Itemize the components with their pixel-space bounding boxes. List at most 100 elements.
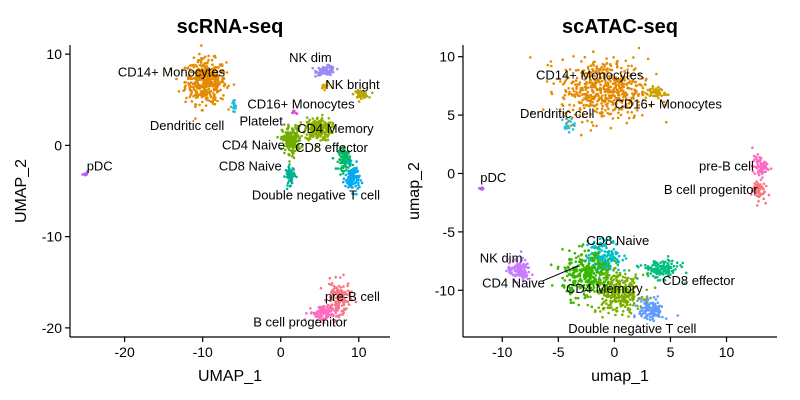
data-point bbox=[609, 64, 613, 68]
data-point bbox=[311, 130, 314, 133]
data-point bbox=[291, 154, 294, 158]
data-point bbox=[606, 111, 609, 115]
data-point bbox=[763, 165, 767, 168]
data-point bbox=[510, 271, 513, 274]
data-point bbox=[200, 44, 203, 47]
data-point bbox=[609, 254, 612, 257]
data-point bbox=[194, 75, 198, 78]
data-point bbox=[669, 266, 673, 270]
data-point bbox=[598, 111, 602, 115]
cluster-cd14-monocytes-points bbox=[529, 46, 668, 137]
data-point bbox=[353, 181, 357, 185]
data-point bbox=[522, 271, 525, 275]
data-point bbox=[759, 178, 763, 182]
data-point bbox=[613, 98, 616, 102]
data-point bbox=[670, 262, 673, 266]
data-point bbox=[624, 286, 627, 289]
data-point bbox=[195, 80, 199, 83]
data-point bbox=[578, 108, 582, 111]
data-point bbox=[578, 113, 581, 117]
data-point bbox=[357, 181, 360, 184]
data-point bbox=[325, 69, 329, 72]
data-point bbox=[319, 129, 322, 132]
data-point bbox=[672, 264, 676, 268]
data-point bbox=[586, 75, 589, 78]
data-point bbox=[600, 262, 604, 266]
data-point bbox=[332, 125, 336, 128]
data-point bbox=[574, 83, 577, 86]
data-point bbox=[578, 260, 581, 264]
data-point bbox=[608, 68, 612, 71]
data-point bbox=[602, 261, 605, 264]
cluster-label-cd8-naive: CD8 Naive bbox=[586, 233, 649, 248]
data-point bbox=[370, 91, 374, 95]
data-point bbox=[222, 70, 226, 74]
data-point bbox=[200, 95, 204, 99]
data-point bbox=[589, 64, 593, 67]
y-tick-label: 0 bbox=[447, 165, 455, 181]
data-point bbox=[368, 96, 371, 99]
data-point bbox=[577, 94, 580, 97]
data-point bbox=[332, 284, 336, 288]
y-tick-label: -10 bbox=[435, 282, 455, 298]
data-point bbox=[607, 94, 611, 97]
data-point bbox=[594, 309, 597, 313]
data-point bbox=[605, 285, 608, 289]
data-point bbox=[193, 94, 196, 97]
data-point bbox=[646, 274, 650, 278]
data-point bbox=[286, 176, 290, 179]
data-point bbox=[348, 180, 352, 183]
cluster-nk-dim-points bbox=[311, 63, 339, 78]
data-point bbox=[194, 117, 197, 120]
data-point bbox=[196, 60, 200, 64]
data-point bbox=[328, 127, 332, 131]
data-point bbox=[612, 90, 616, 94]
data-point bbox=[351, 92, 355, 96]
data-point bbox=[762, 162, 765, 166]
data-point bbox=[194, 91, 198, 94]
data-point bbox=[583, 296, 587, 300]
data-point bbox=[641, 306, 645, 310]
data-point bbox=[628, 80, 632, 83]
data-point bbox=[630, 64, 633, 68]
data-point bbox=[286, 133, 290, 136]
data-point bbox=[233, 107, 237, 110]
data-point bbox=[344, 173, 348, 177]
data-point bbox=[316, 136, 319, 140]
data-point bbox=[652, 311, 656, 315]
data-point bbox=[319, 70, 323, 73]
data-point bbox=[582, 266, 586, 269]
data-point bbox=[596, 251, 600, 254]
data-point bbox=[331, 296, 335, 300]
data-point bbox=[589, 295, 592, 299]
data-point bbox=[281, 130, 285, 133]
data-point bbox=[568, 278, 572, 282]
data-point bbox=[511, 259, 515, 263]
data-point bbox=[662, 100, 666, 104]
data-point bbox=[620, 279, 624, 282]
data-point bbox=[585, 266, 588, 270]
cluster-label-nk-bright: NK bright bbox=[325, 77, 380, 92]
data-point bbox=[597, 265, 600, 268]
data-point bbox=[603, 257, 607, 261]
data-point bbox=[641, 93, 645, 97]
cluster-dendritic-cell-points bbox=[229, 99, 238, 113]
data-point bbox=[595, 271, 599, 274]
data-point bbox=[339, 167, 343, 170]
data-point bbox=[589, 93, 593, 97]
data-point bbox=[323, 130, 326, 133]
data-point bbox=[625, 82, 629, 85]
data-point bbox=[759, 158, 762, 162]
data-point bbox=[638, 73, 642, 77]
data-point bbox=[617, 294, 620, 297]
data-point bbox=[762, 187, 765, 191]
data-point bbox=[356, 169, 360, 173]
data-point bbox=[593, 60, 596, 64]
data-point bbox=[758, 194, 762, 197]
data-point bbox=[590, 95, 594, 99]
data-point bbox=[561, 58, 564, 61]
data-point bbox=[617, 78, 621, 81]
data-point bbox=[192, 65, 196, 69]
data-point bbox=[327, 124, 330, 128]
data-point bbox=[213, 102, 217, 106]
